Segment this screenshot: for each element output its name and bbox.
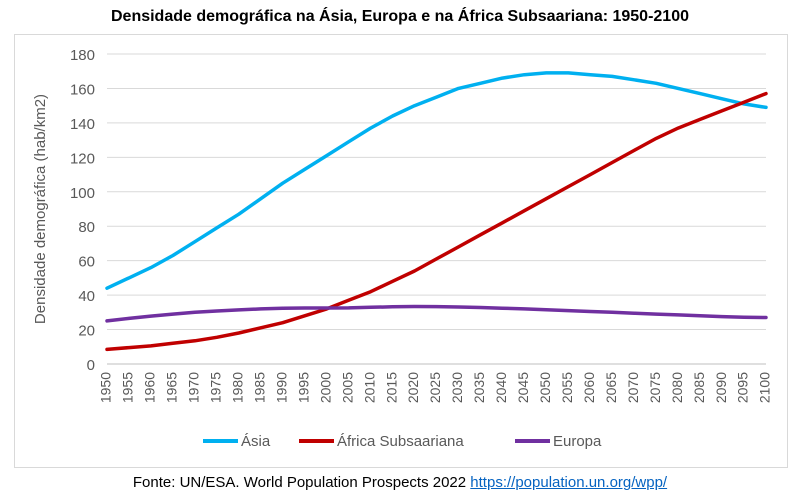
x-tick-label: 2020 [405, 372, 421, 403]
x-tick-label: 2070 [625, 372, 641, 403]
y-tick-label: 180 [70, 47, 95, 64]
x-tick-label: 1970 [186, 372, 202, 403]
legend-label: Europa [553, 433, 602, 450]
x-tick-label: 2080 [669, 372, 685, 403]
x-tick-label: 2000 [317, 372, 333, 403]
y-axis-label: Densidade demográfica (hab/km2) [32, 94, 49, 324]
x-tick-label: 1965 [164, 372, 180, 403]
x-tick-label: 2100 [757, 372, 773, 403]
series-line-1 [105, 71, 768, 290]
y-tick-label: 100 [70, 185, 95, 202]
legend-label: África Subsaariana [337, 433, 464, 450]
x-tick-label: 2050 [537, 372, 553, 403]
x-tick-label: 2085 [691, 372, 707, 403]
x-tick-label: 2025 [427, 372, 443, 403]
x-tick-label: 1995 [295, 372, 311, 403]
y-tick-label: 60 [78, 254, 95, 271]
x-tick-label: 2045 [515, 372, 531, 403]
series-line-2 [105, 91, 768, 352]
x-tick-label: 1955 [120, 372, 136, 403]
x-tick-label: 2040 [493, 372, 509, 403]
y-tick-label: 40 [78, 288, 95, 305]
y-tick-label: 120 [70, 150, 95, 167]
x-tick-label: 2005 [339, 372, 355, 403]
x-tick-label: 2090 [713, 372, 729, 403]
series-line-3 [105, 304, 768, 323]
source-note: Fonte: UN/ESA. World Population Prospect… [0, 474, 800, 491]
chart-frame [14, 34, 788, 468]
y-tick-label: 20 [78, 323, 95, 340]
y-tick-label: 0 [87, 357, 95, 374]
x-tick-label: 2030 [449, 372, 465, 403]
y-tick-label: 140 [70, 116, 95, 133]
x-tick-label: 1990 [273, 372, 289, 403]
x-tick-label: 2060 [581, 372, 597, 403]
source-link[interactable]: https://population.un.org/wpp/ [470, 474, 668, 491]
y-tick-label: 80 [78, 219, 95, 236]
x-tick-label: 1985 [251, 372, 267, 403]
source-text: Fonte: UN/ESA. World Population Prospect… [132, 474, 467, 491]
y-tick-label: 160 [70, 81, 95, 98]
x-tick-label: 1950 [98, 372, 114, 403]
x-tick-label: 2035 [471, 372, 487, 403]
x-tick-label: 2095 [735, 372, 751, 403]
x-tick-label: 1960 [142, 372, 158, 403]
chart-title: Densidade demográfica na Ásia, Europa e … [110, 8, 689, 25]
x-tick-label: 2065 [603, 372, 619, 403]
x-tick-label: 1975 [208, 372, 224, 403]
x-tick-label: 1980 [230, 372, 246, 403]
x-tick-label: 2075 [647, 372, 663, 403]
legend-label: Ásia [241, 433, 271, 450]
x-tick-label: 2055 [559, 372, 575, 403]
x-tick-label: 2010 [361, 372, 377, 403]
x-tick-label: 2015 [383, 372, 399, 403]
